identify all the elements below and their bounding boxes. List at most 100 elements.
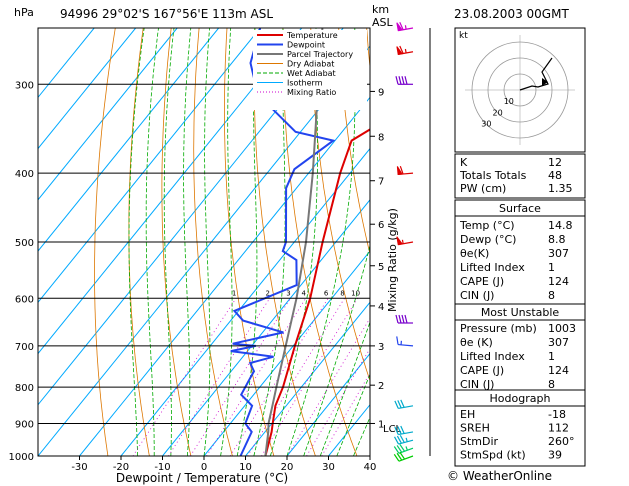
wind-barb <box>396 21 414 32</box>
pressure-tick-label: 400 <box>15 169 34 180</box>
wind-barb-feather <box>393 436 400 445</box>
temp-tick-label: 40 <box>364 462 377 473</box>
mixing-ratio-line <box>261 298 358 456</box>
dry-adiabat-line <box>282 28 358 456</box>
table-value: 260° <box>548 435 575 448</box>
pressure-tick-label: 300 <box>15 80 34 91</box>
wind-barb <box>395 314 413 324</box>
dry-adiabat-line <box>590 28 629 456</box>
dry-adiabat-line <box>253 28 316 456</box>
height-tick-label: 1 <box>378 419 384 430</box>
wind-barb-feather <box>400 425 405 434</box>
mixing-ratio-line <box>321 372 370 456</box>
table-value: 1.35 <box>548 182 573 195</box>
isotherm-line <box>203 250 370 456</box>
wind-barb-feather <box>404 314 408 324</box>
isotherm-line <box>38 28 178 201</box>
wind-barb-feather <box>401 314 405 324</box>
indices-box <box>454 153 586 199</box>
mixing-ratio-label: 3 <box>286 289 290 297</box>
table-value: 14.8 <box>548 219 573 232</box>
hodograph-ring-label: 10 <box>504 97 514 106</box>
wet-adiabat-line <box>303 243 370 456</box>
wind-barb-feather <box>401 76 405 85</box>
wind-barb-flag <box>396 46 404 55</box>
wind-barb <box>396 236 414 246</box>
table-value: 307 <box>548 247 569 260</box>
mixing-ratio-label: 25 <box>408 289 417 297</box>
table-label: CIN (J) <box>460 378 494 391</box>
mixing-ratio-label: 1 <box>232 289 236 297</box>
legend-label: Isotherm <box>287 79 323 88</box>
wind-barb-feather <box>394 400 399 409</box>
temp-tick-label: 10 <box>239 462 252 473</box>
wind-barb-feather <box>399 45 404 54</box>
station-header: 94996 29°02'S 167°56'E 113m ASL <box>60 7 273 21</box>
copyright: © WeatherOnline <box>447 469 552 483</box>
isotherm-line <box>38 28 137 150</box>
wet-adiabat-line <box>183 28 192 456</box>
dewpoint-profile <box>230 28 336 456</box>
mixing-ratio-line <box>190 298 291 456</box>
wind-barb-feather <box>396 452 403 461</box>
asl-label: ASL <box>372 16 394 29</box>
hodograph-trace <box>519 57 553 91</box>
wind-barb-flag <box>396 236 404 246</box>
wind-barb-feather <box>399 434 405 443</box>
wind-barb-feather <box>400 399 405 408</box>
table-label: Pressure (mb) <box>460 322 537 335</box>
height-tick-label: 8 <box>378 132 384 143</box>
hpa-label: hPa <box>14 6 34 19</box>
wind-barb-half-feather <box>404 25 407 30</box>
pressure-tick-label: 500 <box>15 238 34 249</box>
lcl-label: LCL <box>383 424 402 435</box>
wet-adiabat-line <box>286 28 356 456</box>
height-tick-label: 4 <box>378 302 384 313</box>
wind-barb-feather <box>393 446 400 454</box>
legend-label: Dry Adiabat <box>287 60 334 69</box>
temp-tick-label: 0 <box>201 462 207 473</box>
dry-adiabat-line <box>338 28 370 256</box>
height-tick-label: 3 <box>378 342 384 353</box>
legend-label: Wet Adiabat <box>287 69 336 78</box>
height-tick-label: 6 <box>378 220 384 231</box>
wind-barb <box>396 336 414 347</box>
table-value: 8 <box>548 289 555 302</box>
table-label: SREH <box>460 422 490 435</box>
pressure-tick-label: 700 <box>15 342 34 353</box>
temp-tick-label: 30 <box>322 462 335 473</box>
surface-title: Surface <box>499 202 541 215</box>
mixing-ratio-line <box>306 347 370 456</box>
wet-adiabat-line <box>319 321 370 456</box>
isotherm-line <box>245 301 370 456</box>
temp-tick-label: 20 <box>281 462 294 473</box>
temp-tick-label: -10 <box>154 462 170 473</box>
index-tables: K 12 Totals Totals 48 PW (cm) 1.35 Surface Temp… <box>454 153 586 467</box>
table-value: 124 <box>548 364 569 377</box>
wet-adiabat-line <box>253 28 286 456</box>
wind-barb-feather <box>396 336 399 345</box>
table-label: StmSpd (kt) <box>460 449 526 462</box>
km-label: km <box>372 3 389 16</box>
dry-adiabat-line <box>310 28 370 382</box>
dry-adiabat-line <box>94 28 116 456</box>
wind-barb-feather <box>396 445 403 453</box>
pressure-tick-label: 900 <box>15 419 34 430</box>
wind-barb <box>396 45 414 55</box>
hodograph-unit: kt <box>459 31 468 41</box>
table-label: CAPE (J) <box>460 275 504 288</box>
height-tick-label: 2 <box>378 381 384 392</box>
wind-barb-feather <box>396 435 402 444</box>
table-label: StmDir <box>460 435 499 448</box>
table-value: 124 <box>548 275 569 288</box>
wind-barb-feather <box>397 426 402 435</box>
mixing-ratio-axis-label: Mixing Ratio (g/kg) <box>386 208 399 312</box>
table-label: θe(K) <box>460 247 489 260</box>
dry-adiabat-line <box>223 28 275 456</box>
wet-adiabat-line <box>336 373 370 456</box>
mixing-ratio-line <box>168 298 271 456</box>
wind-barb-feather <box>393 453 400 462</box>
wet-adiabat-line <box>128 28 145 456</box>
table-label: CIN (J) <box>460 289 494 302</box>
